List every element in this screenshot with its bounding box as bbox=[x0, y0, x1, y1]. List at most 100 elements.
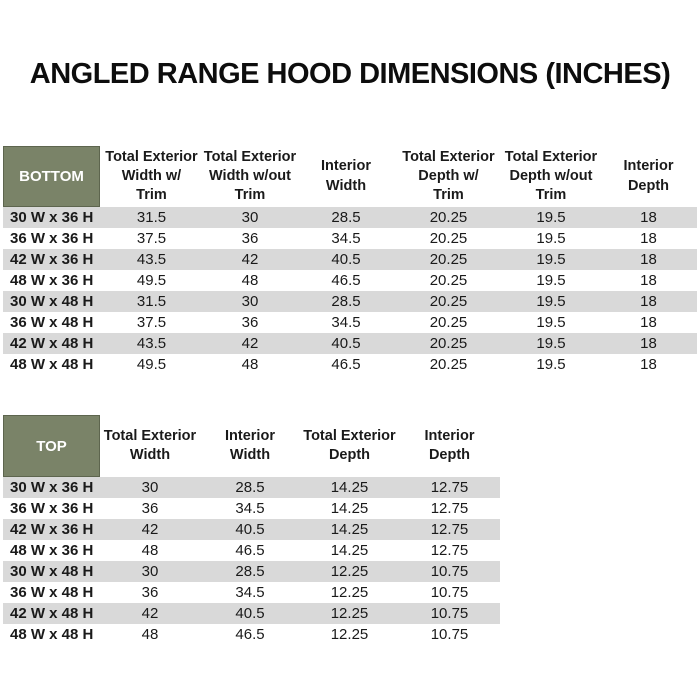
value-cell: 37.5 bbox=[136, 230, 167, 247]
row-label-cell: 36 W x 48 H bbox=[10, 314, 94, 331]
value-cell: 14.25 bbox=[330, 479, 369, 496]
row-label-cell: 36 W x 36 H bbox=[10, 500, 94, 517]
value-cell: 30 bbox=[141, 479, 159, 496]
value-cell: 28.5 bbox=[331, 209, 361, 226]
value-cell: 43.5 bbox=[136, 251, 167, 268]
value-cell: 18 bbox=[640, 314, 657, 331]
top-table-corner-label: TOP bbox=[3, 415, 100, 477]
table-row: 42 W x 48 H 42 40.5 12.25 10.75 bbox=[3, 603, 500, 624]
value-cell: 19.5 bbox=[536, 293, 566, 310]
column-header: Interior Width bbox=[225, 427, 275, 463]
row-label-cell: 48 W x 48 H bbox=[10, 626, 94, 643]
value-cell: 14.25 bbox=[330, 500, 369, 517]
value-cell: 36 bbox=[141, 584, 159, 601]
value-cell: 20.25 bbox=[429, 293, 468, 310]
row-label-cell: 30 W x 36 H bbox=[10, 479, 94, 496]
value-cell: 10.75 bbox=[430, 626, 469, 643]
value-cell: 36 bbox=[141, 500, 159, 517]
table-row: 30 W x 48 H 30 28.5 12.25 10.75 bbox=[3, 561, 500, 582]
value-cell: 42 bbox=[141, 605, 159, 622]
bottom-table: BOTTOM Total Exterior Width w/ Trim Total… bbox=[3, 146, 697, 375]
value-cell: 18 bbox=[640, 209, 657, 226]
value-cell: 14.25 bbox=[330, 542, 369, 559]
value-cell: 40.5 bbox=[235, 605, 265, 622]
column-header: Interior Depth bbox=[623, 158, 674, 194]
value-cell: 43.5 bbox=[136, 335, 167, 352]
value-cell: 10.75 bbox=[430, 605, 469, 622]
value-cell: 14.25 bbox=[330, 521, 369, 538]
value-cell: 28.5 bbox=[331, 293, 361, 310]
value-cell: 48 bbox=[241, 272, 259, 289]
column-header: Interior Depth bbox=[424, 427, 475, 463]
row-label-cell: 48 W x 36 H bbox=[10, 272, 94, 289]
top-table-body: 30 W x 36 H 30 28.5 14.25 12.75 36 W x 3… bbox=[3, 477, 500, 645]
value-cell: 19.5 bbox=[536, 314, 566, 331]
table-row: 48 W x 48 H 48 46.5 12.25 10.75 bbox=[3, 624, 500, 645]
value-cell: 20.25 bbox=[429, 209, 468, 226]
top-table: TOP Total Exterior Width Interior Width To… bbox=[3, 415, 500, 645]
row-label-cell: 36 W x 48 H bbox=[10, 584, 94, 601]
value-cell: 28.5 bbox=[235, 479, 265, 496]
bottom-table-column-headers: Total Exterior Width w/ Trim Total Exteri… bbox=[100, 146, 697, 207]
value-cell: 40.5 bbox=[331, 251, 361, 268]
row-label-cell: 30 W x 48 H bbox=[10, 293, 94, 310]
row-label-cell: 48 W x 48 H bbox=[10, 356, 94, 373]
table-row: 36 W x 48 H 37.5 36 34.5 20.25 19.5 18 bbox=[3, 312, 697, 333]
table-row: 36 W x 48 H 36 34.5 12.25 10.75 bbox=[3, 582, 500, 603]
column-header: Total Exterior Depth bbox=[303, 427, 396, 463]
table-row: 30 W x 48 H 31.5 30 28.5 20.25 19.5 18 bbox=[3, 291, 697, 312]
value-cell: 20.25 bbox=[429, 251, 468, 268]
column-header: Total Exterior Width bbox=[103, 427, 197, 463]
value-cell: 12.25 bbox=[330, 584, 369, 601]
value-cell: 42 bbox=[141, 521, 159, 538]
value-cell: 10.75 bbox=[430, 563, 469, 580]
row-label-cell: 30 W x 36 H bbox=[10, 209, 94, 226]
value-cell: 18 bbox=[640, 251, 657, 268]
table-row: 42 W x 48 H 43.5 42 40.5 20.25 19.5 18 bbox=[3, 333, 697, 354]
value-cell: 12.75 bbox=[430, 521, 469, 538]
table-row: 30 W x 36 H 30 28.5 14.25 12.75 bbox=[3, 477, 500, 498]
top-table-column-headers: Total Exterior Width Interior Width Total … bbox=[100, 415, 500, 477]
value-cell: 42 bbox=[241, 251, 259, 268]
value-cell: 20.25 bbox=[429, 272, 468, 289]
value-cell: 46.5 bbox=[331, 356, 361, 373]
table-row: 30 W x 36 H 31.5 30 28.5 20.25 19.5 18 bbox=[3, 207, 697, 228]
value-cell: 18 bbox=[640, 230, 657, 247]
value-cell: 12.75 bbox=[430, 542, 469, 559]
value-cell: 40.5 bbox=[331, 335, 361, 352]
value-cell: 20.25 bbox=[429, 356, 468, 373]
value-cell: 20.25 bbox=[429, 230, 468, 247]
row-label-cell: 42 W x 36 H bbox=[10, 521, 94, 538]
value-cell: 49.5 bbox=[136, 356, 167, 373]
value-cell: 18 bbox=[640, 356, 657, 373]
table-row: 48 W x 48 H 49.5 48 46.5 20.25 19.5 18 bbox=[3, 354, 697, 375]
value-cell: 18 bbox=[640, 293, 657, 310]
row-label-cell: 36 W x 36 H bbox=[10, 230, 94, 247]
column-header: Total Exterior Depth w/out Trim bbox=[504, 148, 598, 204]
value-cell: 34.5 bbox=[235, 584, 265, 601]
row-label-cell: 42 W x 48 H bbox=[10, 605, 94, 622]
value-cell: 19.5 bbox=[536, 335, 566, 352]
value-cell: 19.5 bbox=[536, 209, 566, 226]
value-cell: 37.5 bbox=[136, 314, 167, 331]
value-cell: 30 bbox=[141, 563, 159, 580]
value-cell: 46.5 bbox=[235, 626, 265, 643]
value-cell: 18 bbox=[640, 272, 657, 289]
value-cell: 34.5 bbox=[331, 230, 361, 247]
value-cell: 34.5 bbox=[331, 314, 361, 331]
value-cell: 12.75 bbox=[430, 500, 469, 517]
table-row: 36 W x 36 H 36 34.5 14.25 12.75 bbox=[3, 498, 500, 519]
value-cell: 12.75 bbox=[430, 479, 469, 496]
value-cell: 46.5 bbox=[235, 542, 265, 559]
bottom-table-header-row: BOTTOM Total Exterior Width w/ Trim Total… bbox=[3, 146, 697, 207]
table-row: 48 W x 36 H 49.5 48 46.5 20.25 19.5 18 bbox=[3, 270, 697, 291]
value-cell: 48 bbox=[141, 542, 159, 559]
value-cell: 46.5 bbox=[331, 272, 361, 289]
column-header: Interior Width bbox=[321, 158, 371, 194]
top-table-header-row: TOP Total Exterior Width Interior Width To… bbox=[3, 415, 500, 477]
table-row: 42 W x 36 H 42 40.5 14.25 12.75 bbox=[3, 519, 500, 540]
row-label-cell: 30 W x 48 H bbox=[10, 563, 94, 580]
value-cell: 12.25 bbox=[330, 605, 369, 622]
column-header: Total Exterior Width w/ Trim bbox=[105, 148, 198, 204]
value-cell: 42 bbox=[241, 335, 259, 352]
